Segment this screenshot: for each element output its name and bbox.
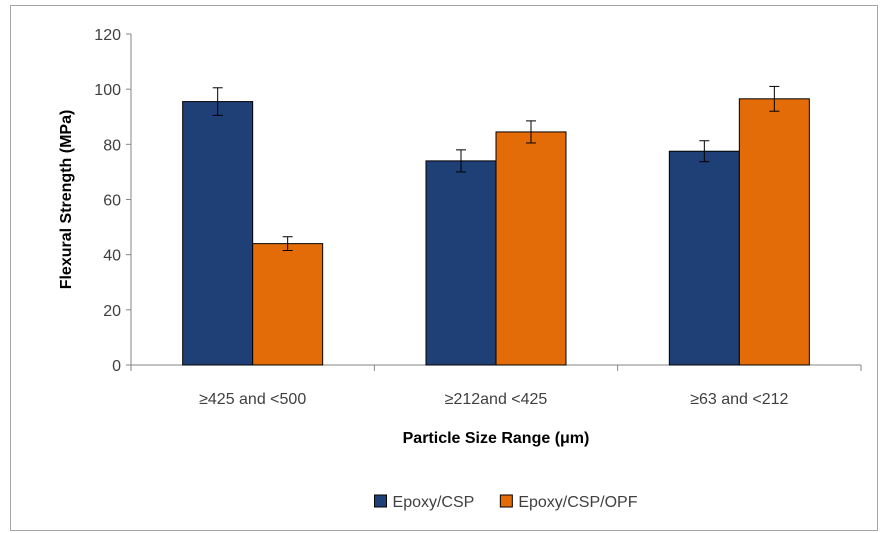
x-tick-label: ≥425 and <500 <box>199 391 306 408</box>
bar-epoxy-csp-opf <box>738 98 810 366</box>
error-bars-layer <box>212 85 780 252</box>
legend-label-epoxy-csp-opf: Epoxy/CSP/OPF <box>518 494 637 511</box>
x-axis-title: Particle Size Range (μm) <box>403 430 590 447</box>
bar-epoxy-csp <box>425 160 497 366</box>
legend-label-epoxy-csp: Epoxy/CSP <box>393 494 475 511</box>
bar-epoxy-csp <box>668 150 740 366</box>
y-axis-title: Flexural Strength (MPa) <box>58 110 75 290</box>
x-tick-label: ≥212and <425 <box>445 391 548 408</box>
bar-chart: 0 20 40 60 80 100 120 ≥425 and <500 ≥212and <42… <box>58 27 862 511</box>
y-tick-label: 100 <box>94 82 121 99</box>
legend: Epoxy/CSP Epoxy/CSP/OPF <box>374 494 638 511</box>
y-axis: 0 20 40 60 80 100 120 <box>94 27 132 375</box>
bar-epoxy-csp-opf <box>495 131 567 366</box>
y-tick-label: 120 <box>94 27 121 44</box>
legend-swatch-epoxy-csp-opf <box>499 494 513 508</box>
y-tick-label: 0 <box>112 358 121 375</box>
y-tick-label: 40 <box>103 248 121 265</box>
chart-frame: 0 20 40 60 80 100 120 ≥425 and <500 ≥212and <42… <box>10 5 878 531</box>
x-axis: ≥425 and <500 ≥212and <425 ≥63 and <212 <box>130 364 862 408</box>
bar-epoxy-csp <box>182 101 254 366</box>
y-tick-label: 20 <box>103 303 121 320</box>
y-tick-label: 60 <box>103 193 121 210</box>
legend-swatch-epoxy-csp <box>374 494 388 508</box>
y-tick-label: 80 <box>103 137 121 154</box>
x-tick-label: ≥63 and <212 <box>690 391 788 408</box>
bars-layer <box>182 98 810 366</box>
bar-epoxy-csp-opf <box>252 243 324 366</box>
